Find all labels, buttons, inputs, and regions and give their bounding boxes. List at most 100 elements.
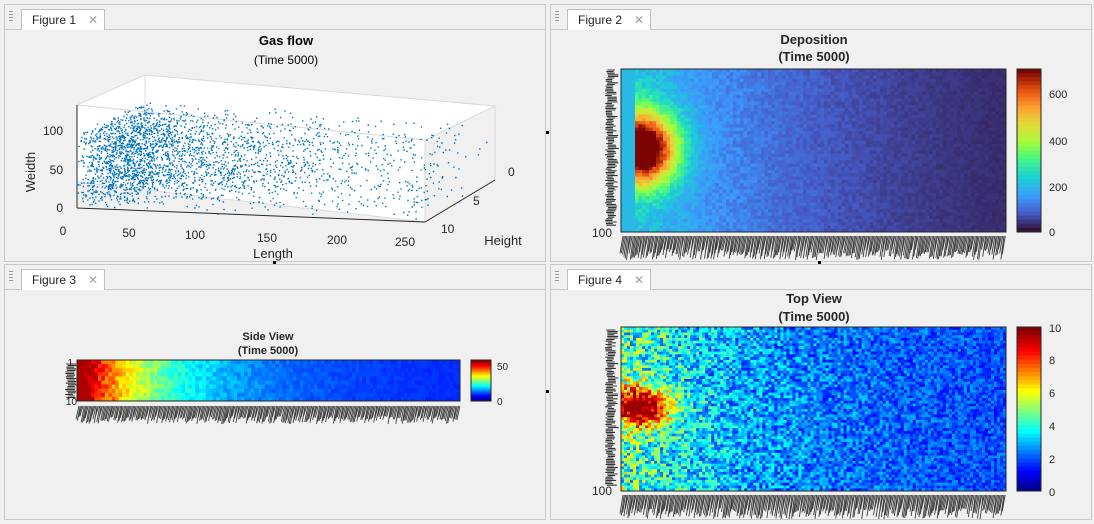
- heatmap-cell: [950, 192, 954, 197]
- heatmap-cell: [999, 72, 1003, 76]
- drag-grip-icon[interactable]: [9, 11, 13, 23]
- heatmap-cell: [719, 176, 723, 181]
- tab-figure-2[interactable]: Figure 2 ✕: [567, 9, 652, 30]
- heatmap-cell: [922, 72, 926, 76]
- heatmap-cell: [635, 199, 639, 204]
- heatmap-cell: [915, 75, 919, 80]
- heatmap-cell: [782, 153, 786, 158]
- heatmap-cell: [880, 82, 884, 86]
- heatmap-cell: [950, 183, 954, 187]
- heatmap-cell: [957, 108, 961, 112]
- tab-figure-1[interactable]: Figure 1 ✕: [21, 9, 106, 30]
- heatmap-cell: [694, 114, 699, 119]
- heatmap-cell: [817, 202, 821, 207]
- gas-flow-3d-plot[interactable]: Gas flow (Time 5000) 0 50 100 150 200 25…: [5, 30, 546, 262]
- heatmap-cell: [915, 176, 919, 181]
- heatmap-cell: [750, 85, 755, 89]
- heatmap-cell: [817, 150, 821, 155]
- heatmap-cell: [684, 166, 688, 171]
- heatmap-cell: [869, 205, 874, 210]
- heatmap-cell: [866, 157, 870, 161]
- heatmap-cell: [635, 179, 639, 184]
- heatmap-cell: [992, 82, 996, 86]
- heatmap-cell: [642, 82, 646, 86]
- heatmap-cell: [939, 140, 944, 145]
- heatmap-cell: [743, 157, 748, 161]
- heatmap-cell: [775, 140, 779, 145]
- heatmap-cell: [785, 179, 790, 184]
- close-icon[interactable]: ✕: [634, 13, 645, 27]
- heatmap-cell: [778, 101, 783, 106]
- heatmap-cell: [936, 163, 940, 168]
- heatmap-cell: [974, 202, 979, 207]
- heatmap-cell: [831, 150, 835, 155]
- heatmap-cell: [680, 192, 685, 197]
- heatmap-cell: [782, 160, 786, 164]
- heatmap-cell: [995, 124, 1000, 129]
- drag-grip-icon[interactable]: [555, 11, 559, 23]
- heatmap-cell: [778, 134, 783, 138]
- heatmap-cell: [712, 69, 716, 73]
- heatmap-cell: [995, 134, 1000, 138]
- heatmap-cell: [904, 173, 909, 177]
- heatmap-cell: [659, 202, 664, 207]
- heatmap-cell: [897, 192, 902, 197]
- heatmap-cell: [645, 143, 650, 148]
- heatmap-cell: [810, 157, 814, 161]
- heatmap-cell: [684, 108, 688, 112]
- heatmap-cell: [817, 205, 821, 210]
- heatmap-cell: [684, 101, 688, 106]
- heatmap-cell: [880, 124, 884, 129]
- heatmap-cell: [897, 157, 902, 161]
- heatmap-cell: [890, 91, 895, 96]
- heatmap-cell: [684, 150, 688, 155]
- heatmap-cell: [635, 205, 639, 210]
- heatmap-cell: [761, 104, 765, 109]
- heatmap-cell: [901, 72, 905, 76]
- heatmap-cell: [908, 95, 912, 99]
- heatmap-cell: [852, 111, 856, 116]
- heatmap-cell: [638, 186, 643, 191]
- heatmap-cell: [939, 199, 944, 204]
- heatmap-cell: [873, 101, 877, 106]
- heatmap-cell: [631, 176, 636, 181]
- deposition-heatmap-plot[interactable]: Deposition (Time 5000) 100 600 400 200 0: [551, 30, 1092, 262]
- heatmap-cell: [656, 205, 660, 210]
- heatmap-cell: [936, 199, 940, 204]
- heatmap-cell: [635, 202, 639, 207]
- heatmap-cell: [943, 82, 947, 86]
- heatmap-cell: [827, 98, 832, 102]
- heatmap-cell: [761, 101, 765, 106]
- heatmap-cell: [754, 104, 758, 109]
- heatmap-cell: [901, 98, 905, 102]
- heatmap-cell: [621, 121, 625, 125]
- heatmap-cell: [946, 124, 951, 129]
- heatmap-cell: [694, 134, 699, 138]
- close-icon[interactable]: ✕: [88, 13, 99, 27]
- heatmap-cell: [621, 183, 625, 187]
- heatmap-cell: [677, 143, 681, 148]
- heatmap-cell: [964, 140, 968, 145]
- heatmap-cell: [834, 202, 839, 207]
- heatmap-cell: [778, 189, 783, 194]
- heatmap-cell: [820, 114, 825, 119]
- heatmap-cell: [628, 160, 632, 164]
- heatmap-cell: [880, 173, 884, 177]
- heatmap-cell: [904, 205, 909, 210]
- heatmap-cell: [985, 127, 989, 132]
- heatmap-cell: [925, 199, 930, 204]
- heatmap-cell: [761, 176, 765, 181]
- heatmap-cell: [775, 121, 779, 125]
- heatmap-cell: [950, 101, 954, 106]
- heatmap-cell: [796, 179, 800, 184]
- heatmap-cell: [624, 176, 629, 181]
- heatmap-cell: [701, 104, 706, 109]
- heatmap-cell: [887, 82, 891, 86]
- heatmap-cell: [722, 127, 727, 132]
- heatmap-cell: [908, 137, 912, 142]
- heatmap-cell: [750, 121, 755, 125]
- heatmap-cell: [841, 101, 846, 106]
- heatmap-cell: [834, 114, 839, 119]
- heatmap-cell: [687, 179, 692, 184]
- heatmap-cell: [953, 130, 958, 135]
